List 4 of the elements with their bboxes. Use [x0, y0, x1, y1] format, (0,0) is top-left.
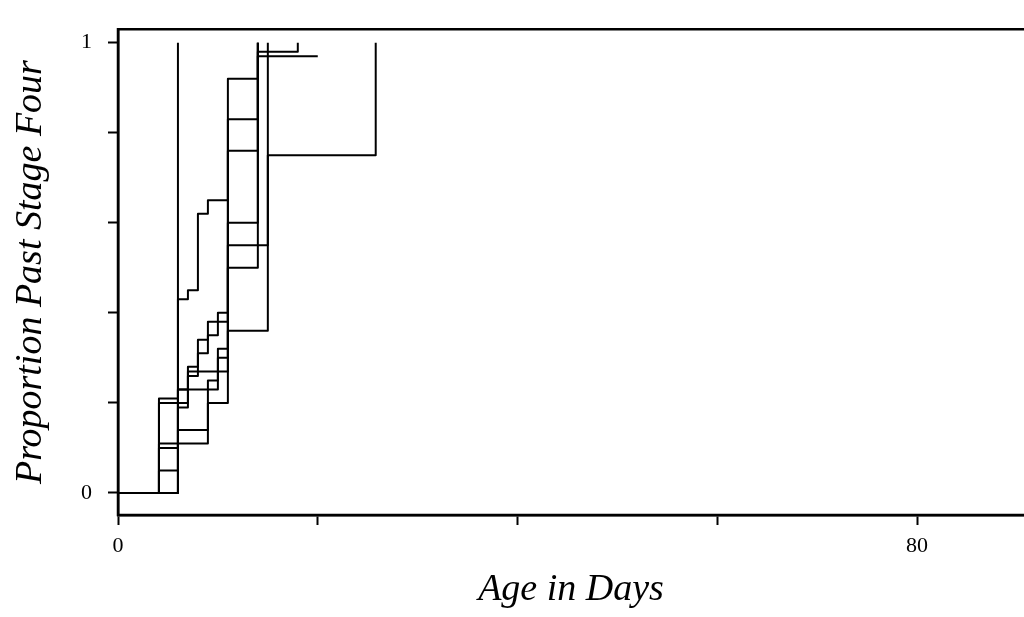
x-tick-label: 80 — [906, 531, 929, 557]
y-tick-label: 1 — [81, 28, 92, 54]
y-axis-title: Proportion Past Stage Four — [6, 59, 49, 486]
x-axis-title: Age in Days — [475, 566, 664, 609]
